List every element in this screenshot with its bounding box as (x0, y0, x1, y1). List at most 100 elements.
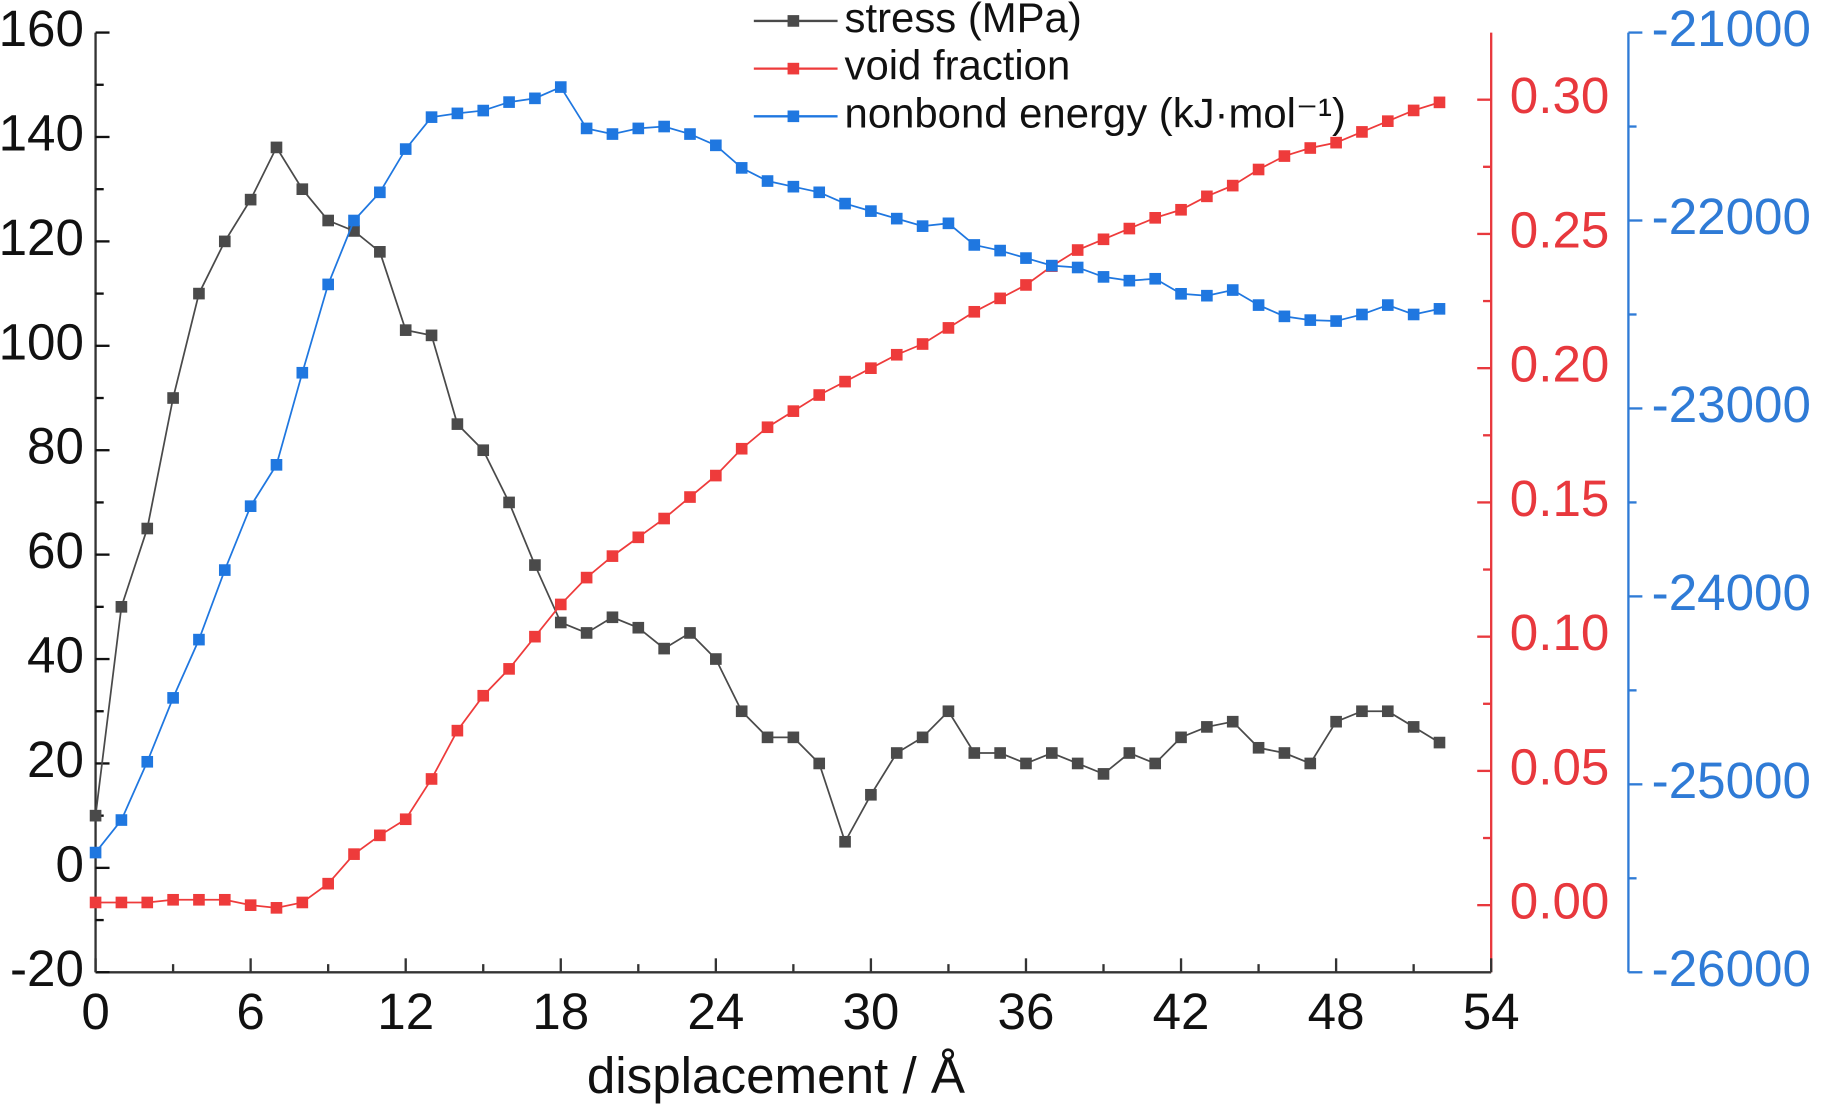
data-point (1097, 233, 1110, 246)
data-point (296, 896, 309, 909)
data-point (994, 292, 1006, 305)
data-point (1071, 261, 1084, 274)
y-tick-label: 0.15 (1510, 470, 1610, 527)
data-point (787, 180, 800, 193)
data-point (399, 143, 412, 155)
data-point (451, 107, 464, 120)
y-tick-label: 40 (27, 627, 84, 684)
data-point (916, 220, 929, 232)
data-point (218, 893, 231, 906)
data-point (735, 162, 748, 174)
x-tick-label: 36 (998, 983, 1055, 1040)
data-point (374, 186, 386, 199)
x-tick-label: 6 (236, 983, 264, 1040)
data-point (374, 246, 386, 258)
data-point (167, 692, 179, 704)
data-point (425, 111, 438, 123)
x-tick-label: 54 (1463, 983, 1520, 1040)
data-point (865, 362, 877, 374)
data-point (425, 773, 438, 785)
data-point (968, 747, 981, 759)
x-tick-label: 42 (1153, 983, 1210, 1040)
data-point (710, 469, 722, 482)
data-point (865, 788, 877, 801)
data-point (1381, 705, 1394, 718)
data-point (890, 747, 903, 759)
data-point (632, 621, 645, 634)
data-point (425, 329, 438, 342)
data-point (115, 814, 128, 826)
y-tick-label: -25000 (1652, 752, 1811, 809)
legend-marker (787, 62, 800, 75)
data-point (684, 491, 696, 503)
data-point (1433, 303, 1446, 315)
y-tick-label: 0.30 (1510, 67, 1610, 124)
data-point (141, 755, 154, 768)
data-point (1226, 715, 1239, 728)
x-tick-label: 12 (377, 983, 434, 1040)
x-tick-label: 24 (687, 983, 744, 1040)
data-point (761, 731, 774, 744)
data-point (218, 564, 231, 576)
data-point (865, 205, 877, 217)
x-axis-label: displacement / Å (587, 1047, 966, 1104)
legend-marker (787, 110, 800, 123)
data-point (1175, 287, 1187, 300)
legend-label: stress (MPa) (845, 0, 1082, 41)
data-point (554, 81, 567, 93)
data-point (994, 244, 1006, 257)
data-point (735, 442, 748, 455)
y-tick-label: 0.10 (1510, 604, 1610, 661)
data-point (787, 405, 800, 417)
data-point (1226, 284, 1239, 296)
data-point (1071, 757, 1084, 770)
data-point (115, 601, 128, 613)
data-point (813, 757, 826, 770)
data-point (942, 322, 955, 334)
data-point (658, 642, 670, 655)
data-point (710, 653, 722, 665)
data-point (1123, 222, 1136, 235)
data-point (1046, 747, 1058, 759)
data-point (503, 96, 515, 108)
data-point (1356, 126, 1368, 138)
data-point (193, 287, 205, 300)
data-point (193, 893, 205, 906)
data-point (761, 175, 774, 187)
data-point (399, 324, 412, 336)
data-point (244, 500, 257, 512)
y-tick-label: 0.25 (1510, 201, 1610, 258)
data-point (1407, 308, 1420, 321)
data-point (554, 598, 567, 611)
data-point (1252, 163, 1265, 176)
data-point (968, 239, 981, 251)
data-point (141, 896, 154, 909)
x-tick-label: 30 (842, 983, 899, 1040)
data-point (813, 389, 826, 401)
data-point (890, 212, 903, 225)
x-tick-label: 18 (532, 983, 589, 1040)
data-point (1252, 741, 1265, 754)
y-tick-label: 0 (55, 835, 83, 892)
data-point (451, 418, 464, 430)
legend-label: nonbond energy (kJ·mol⁻¹) (845, 89, 1346, 136)
data-point (1226, 179, 1239, 192)
data-point (1433, 96, 1446, 109)
data-point (606, 128, 619, 140)
data-point (270, 902, 283, 914)
data-point (839, 197, 851, 210)
data-point (1278, 150, 1291, 162)
data-point (658, 512, 670, 525)
data-point (1330, 315, 1342, 327)
y-tick-label: 100 (0, 313, 84, 370)
data-point (942, 217, 955, 230)
data-point (296, 366, 309, 379)
data-point (1304, 757, 1317, 770)
data-point (503, 496, 515, 509)
y-tick-label: 0.00 (1510, 873, 1610, 930)
data-point (1071, 244, 1084, 256)
y-tick-label: 0.05 (1510, 738, 1610, 795)
data-point (580, 571, 593, 584)
